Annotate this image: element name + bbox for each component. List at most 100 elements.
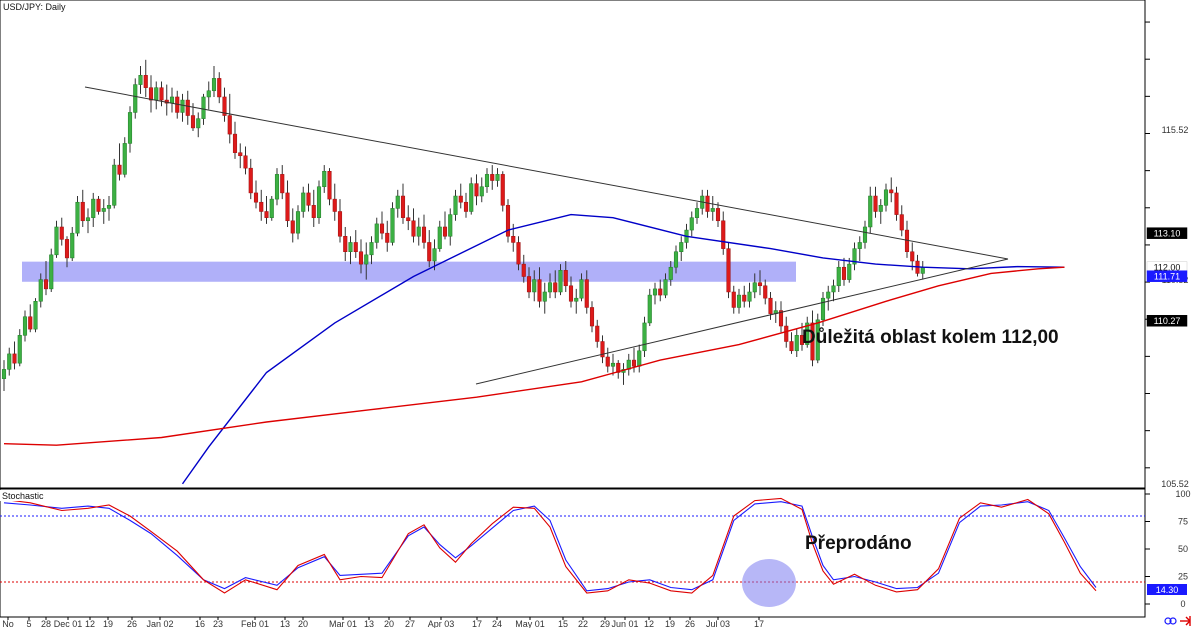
chart-tools[interactable]	[1164, 616, 1191, 626]
candle-body-bullish	[920, 266, 925, 274]
candle-body-bullish	[416, 226, 421, 237]
candle-body-bullish	[180, 99, 185, 113]
candle	[453, 189, 458, 221]
stochastic-current-value: 14.30	[1156, 585, 1179, 595]
candle	[196, 112, 201, 138]
candle-body-bullish	[663, 279, 668, 296]
candle-body-bearish	[421, 226, 427, 243]
candle-body-bearish	[742, 294, 747, 302]
candle-body-bullish	[201, 96, 206, 119]
candle-body-bearish	[894, 192, 899, 215]
candle	[400, 183, 406, 224]
price-grid	[1145, 21, 1150, 469]
candle-body-bearish	[217, 78, 222, 98]
candle-body-bullish	[295, 211, 301, 234]
candle-body-bearish	[505, 205, 511, 237]
candle	[180, 93, 185, 122]
stochastic-tick-label: 0	[1180, 599, 1185, 609]
candle	[836, 261, 841, 292]
candle	[12, 341, 17, 370]
candle-body-bullish	[85, 217, 91, 222]
candle	[505, 199, 511, 243]
candle-body-bearish	[516, 242, 521, 265]
candle	[117, 143, 122, 181]
date-tick-label: 29	[600, 619, 610, 628]
candle	[542, 282, 547, 314]
candle-body-bullish	[75, 201, 80, 234]
stochastic-tick-label: 25	[1178, 572, 1188, 582]
candle	[290, 208, 295, 243]
candle-body-bearish	[595, 325, 600, 342]
candle	[568, 276, 574, 308]
candle	[101, 199, 106, 224]
candle-body-bearish	[757, 282, 763, 287]
date-tick-label: Mar 01	[329, 619, 357, 628]
candle	[274, 168, 280, 206]
candle-body-bullish	[857, 242, 862, 249]
candle	[584, 270, 589, 314]
candle-body-bullish	[432, 248, 437, 262]
candle	[28, 304, 33, 333]
candle-body-bearish	[227, 115, 232, 135]
candle-body-bullish	[847, 263, 852, 280]
date-tick-label: Jul 03	[706, 619, 730, 628]
candle-body-bullish	[374, 223, 379, 243]
candle	[631, 347, 637, 373]
candle	[810, 310, 815, 367]
candle	[537, 267, 542, 308]
price-marker-tag: 110.27	[1146, 315, 1188, 327]
candle	[547, 273, 553, 299]
candle-body-bearish	[500, 174, 505, 206]
candle-body-bullish	[437, 226, 442, 249]
price-marker-bg	[1146, 315, 1188, 327]
candle	[553, 270, 558, 299]
candle	[49, 248, 54, 292]
date-tick-label: 20	[384, 619, 394, 628]
candle	[726, 242, 731, 299]
price-marker-tag: 111.71	[1146, 270, 1188, 282]
candle-body-bearish	[190, 115, 196, 129]
candle	[306, 183, 311, 212]
price-marker-bg	[1146, 270, 1188, 282]
candle	[474, 174, 479, 206]
stochastic-d-line	[3, 497, 1097, 594]
candle-body-bullish	[1, 369, 7, 379]
candle	[600, 335, 605, 364]
candle-body-bearish	[159, 87, 164, 101]
link-icon[interactable]	[1164, 617, 1177, 625]
candle	[442, 211, 448, 240]
candle	[862, 220, 868, 249]
candle-body-bullish	[127, 112, 133, 144]
candle-body-bullish	[668, 266, 673, 280]
candle-body-bullish	[805, 322, 810, 345]
candle-body-bullish	[868, 195, 873, 228]
candle	[579, 273, 584, 302]
candle-body-bearish	[715, 208, 721, 222]
date-tick-label: 22	[578, 619, 588, 628]
candle	[831, 279, 836, 302]
candle-body-bullish	[469, 183, 474, 212]
candle	[17, 329, 22, 367]
price-marker-label: 111.71	[1154, 271, 1180, 281]
candle	[416, 217, 421, 246]
candle-body-bearish	[222, 96, 227, 116]
date-tick-label: Jan 02	[146, 619, 173, 628]
candle	[369, 236, 374, 265]
candle-body-bearish	[605, 356, 610, 367]
price-tick-label: 105.52	[1161, 479, 1189, 489]
candle	[33, 298, 38, 333]
candle-body-bullish	[547, 282, 553, 293]
candle	[605, 347, 610, 373]
candle-body-bearish	[526, 276, 532, 293]
candle-body-bullish	[106, 205, 112, 209]
candle-body-bearish	[243, 155, 248, 169]
date-tick-label: Jun 01	[611, 619, 638, 628]
candle	[778, 301, 784, 333]
candle-body-bearish	[474, 183, 479, 197]
candle-body-bullish	[689, 217, 694, 231]
crosshair-arrow-icon[interactable]	[1180, 616, 1191, 626]
candle	[610, 353, 616, 376]
candle-body-bearish	[379, 223, 385, 234]
candle	[80, 189, 85, 227]
